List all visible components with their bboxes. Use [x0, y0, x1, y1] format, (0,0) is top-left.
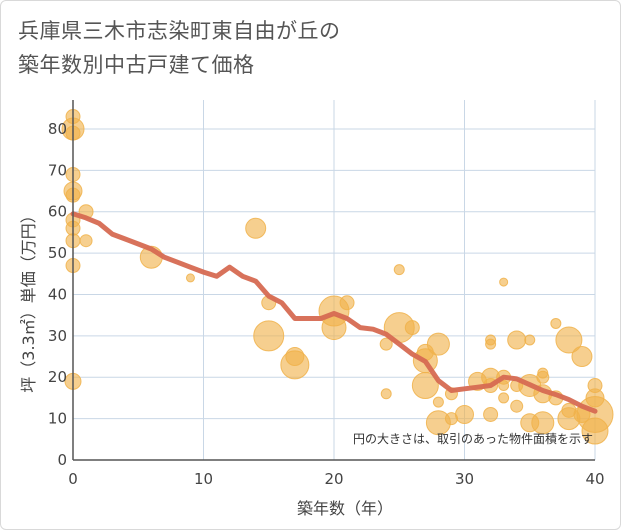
data-bubble: [507, 330, 527, 350]
data-bubble: [498, 380, 510, 392]
data-bubble: [426, 332, 450, 356]
trend-line: [70, 211, 598, 414]
bubble-size-note: 円の大きさは、取引のあった物件面積を示す: [353, 431, 593, 446]
y-tick-label: 80: [48, 120, 67, 138]
data-bubble: [510, 399, 524, 413]
y-tick-label: 40: [48, 285, 67, 303]
data-bubble: [404, 320, 420, 336]
data-bubble: [380, 388, 392, 400]
data-bubble: [455, 404, 474, 424]
data-bubble: [499, 277, 509, 287]
data-bubble: [550, 317, 562, 329]
data-bubble: [79, 234, 93, 248]
data-bubble: [555, 326, 583, 354]
data-bubble: [432, 396, 444, 408]
data-bubble: [245, 217, 267, 239]
data-bubble: [379, 337, 393, 351]
trend-line-group: [70, 211, 598, 414]
data-bubble: [185, 273, 195, 283]
y-tick-label: 60: [48, 203, 67, 221]
data-bubble: [531, 411, 555, 435]
x-tick-label: 0: [68, 470, 78, 488]
x-tick-label: 40: [585, 470, 604, 488]
y-tick-label: 0: [57, 451, 67, 469]
x-tick-label: 20: [324, 470, 343, 488]
data-bubble: [581, 417, 609, 445]
data-bubble: [411, 372, 439, 400]
data-bubble: [536, 370, 550, 384]
data-bubble: [571, 346, 593, 368]
data-bubble: [524, 334, 536, 346]
x-tick-label: 30: [455, 470, 474, 488]
chart-title-line-1: 兵庫県三木市志染町東自由が丘の: [18, 19, 341, 43]
chart-title-line-2: 築年数別中古戸建て価格: [18, 53, 255, 77]
chart-title: 兵庫県三木市志染町東自由が丘の 築年数別中古戸建て価格: [18, 14, 341, 82]
data-bubble: [483, 406, 499, 422]
data-bubble: [339, 295, 355, 311]
data-bubble: [393, 264, 405, 276]
y-tick-label: 20: [48, 368, 67, 386]
tick-labels: 0 10 20 30 40 50 60 70 80 0 10 20 30 40: [48, 120, 605, 488]
y-tick-label: 30: [48, 327, 67, 345]
x-axis-label: 築年数（年）: [297, 499, 393, 518]
data-bubble: [253, 320, 285, 352]
y-axis-label: 坪（3.3㎡）単価（万円）: [19, 207, 38, 392]
data-bubble: [498, 392, 510, 404]
y-tick-label: 50: [48, 244, 67, 262]
x-tick-label: 10: [194, 470, 213, 488]
y-tick-label: 70: [48, 161, 67, 179]
bubble-series: [61, 109, 614, 445]
y-tick-label: 10: [48, 410, 67, 428]
data-bubble: [485, 338, 497, 350]
data-bubble: [280, 350, 310, 380]
axes: [72, 100, 595, 461]
